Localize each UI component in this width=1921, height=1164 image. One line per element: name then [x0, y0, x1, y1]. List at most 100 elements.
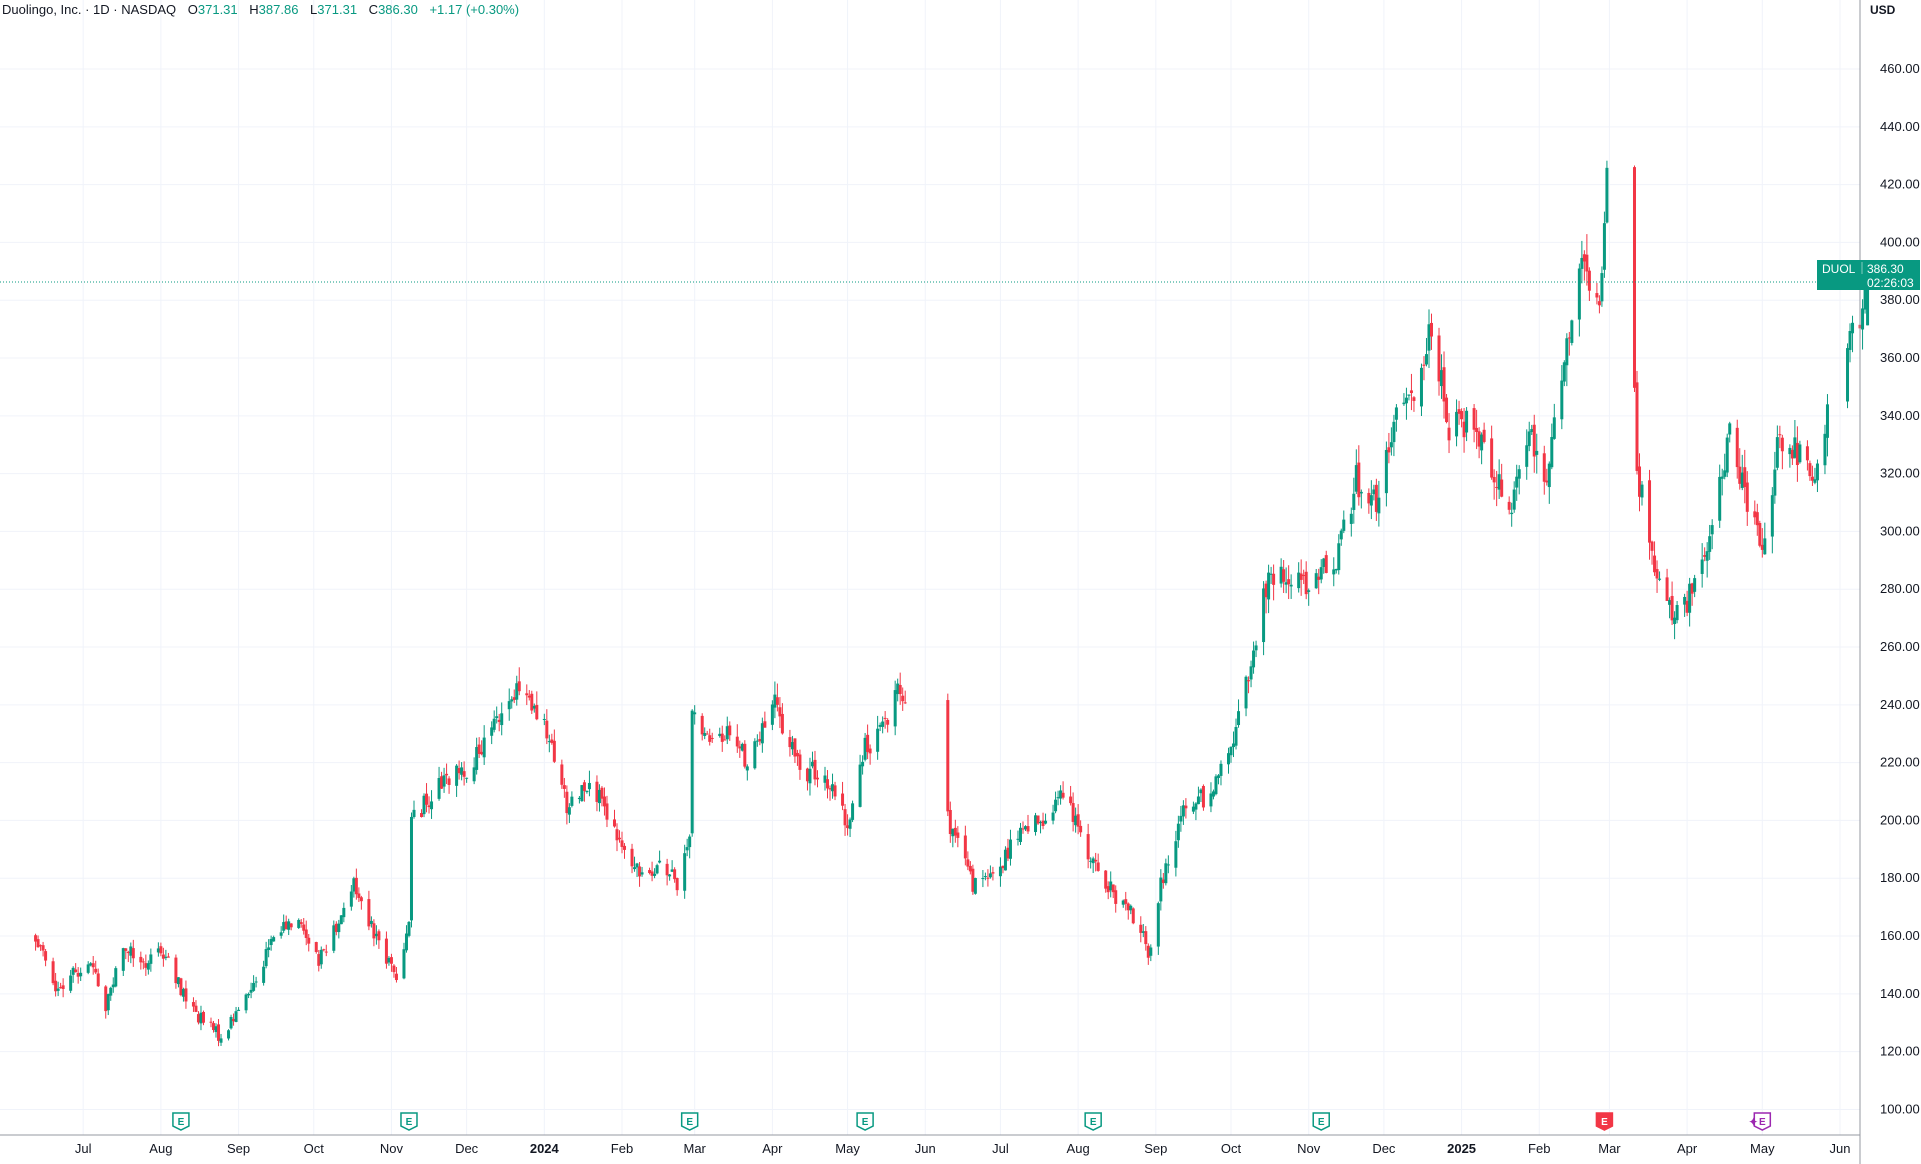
candle-up [1044, 820, 1048, 824]
candle-down [232, 1018, 236, 1022]
candle-down [34, 935, 38, 942]
candle-down [196, 1014, 200, 1023]
candle-up [1525, 445, 1529, 467]
candle-down [1437, 335, 1441, 382]
open-label: O [187, 2, 198, 17]
candle-up [1089, 860, 1093, 862]
candle-down [623, 845, 627, 850]
candle-down [377, 931, 381, 941]
earnings-marker-upcoming[interactable]: E✦ [1748, 1112, 1772, 1131]
price-tick-label: 420.00 [1880, 177, 1920, 192]
candle-down [1367, 492, 1371, 504]
candle-down [54, 980, 58, 992]
candle-down [41, 945, 45, 951]
candle-down [1482, 429, 1486, 442]
earnings-marker-beat[interactable]: E [680, 1112, 699, 1131]
candle-up [1861, 308, 1865, 330]
candle-down [1460, 411, 1464, 420]
time-tick-label: May [835, 1141, 860, 1156]
currency-label[interactable]: USD [1870, 3, 1896, 17]
candle-up [1159, 877, 1163, 902]
candle-down [866, 734, 870, 752]
earnings-badge [1084, 1112, 1102, 1131]
price-tick-label: 120.00 [1880, 1044, 1920, 1059]
candle-up [1419, 367, 1423, 407]
earnings-letter: E [1318, 1117, 1325, 1128]
candle-up [567, 807, 571, 815]
candle-down [425, 793, 429, 805]
candle-down [302, 924, 306, 931]
symbol-title[interactable]: Duolingo, Inc. · 1D · NASDAQ [2, 2, 177, 17]
candle-down [141, 961, 145, 963]
candle-up [1191, 806, 1195, 812]
candle-down [1638, 466, 1642, 497]
price-scale[interactable]: 100.00 120.00 140.00 160.00 180.00 200.00 220.… [1880, 61, 1920, 1116]
candle-up [683, 853, 687, 891]
candle-up [1440, 370, 1444, 387]
candle-up [1034, 815, 1038, 833]
candle-up [1237, 711, 1241, 726]
earnings-marker-beat[interactable]: E [172, 1112, 190, 1131]
candle-up [542, 718, 546, 720]
chart-legend: Duolingo, Inc. · 1D · NASDAQ O371.31 H38… [2, 2, 519, 17]
earnings-marker-beat[interactable]: E [1084, 1112, 1102, 1131]
candle-down [788, 737, 792, 748]
candle-up [1219, 763, 1223, 776]
candle-up [352, 878, 356, 892]
candle-up [156, 948, 160, 953]
candle-up [1339, 530, 1343, 540]
candle-down [1582, 254, 1586, 262]
time-scale[interactable]: Jul Aug Sep Oct Nov Dec 2024 Feb Mar Apr May Jun Jul… [75, 1141, 1851, 1156]
candle-up [1179, 815, 1183, 822]
candle-down [357, 893, 361, 898]
candle-up [1815, 463, 1819, 481]
candle-down [1778, 434, 1782, 436]
candle-up [1109, 881, 1113, 891]
candle-down [1111, 884, 1115, 893]
candle-down [775, 697, 779, 705]
time-tick-label: Jul [992, 1141, 1009, 1156]
candle-up [1334, 568, 1338, 571]
candles [34, 160, 1870, 1047]
candle-up [1535, 450, 1539, 455]
candle-down [535, 704, 539, 720]
candle-up [114, 968, 118, 987]
earnings-marker-miss[interactable]: E [1595, 1112, 1614, 1131]
candle-down [833, 785, 837, 797]
candle-up [227, 1030, 231, 1039]
candle-down [1409, 390, 1413, 394]
candle-up [1560, 380, 1564, 420]
candle-up [282, 922, 286, 931]
candle-up [1793, 437, 1797, 458]
candle-down [304, 929, 308, 938]
candle-down [1585, 254, 1589, 272]
candle-down [212, 1023, 216, 1031]
earnings-marker-beat[interactable]: E [400, 1112, 418, 1131]
candle-up [1763, 538, 1767, 555]
candle-down [209, 1021, 213, 1023]
candle-up [1279, 566, 1283, 584]
earnings-marker-beat[interactable]: E [1312, 1112, 1330, 1131]
candle-down [59, 987, 63, 989]
candle-down [527, 695, 531, 698]
candle-down [1041, 820, 1045, 827]
candle-up [1515, 476, 1519, 488]
candle-up [1424, 354, 1428, 365]
candle-up [570, 796, 574, 806]
candle-up [1359, 491, 1363, 494]
earnings-badge [680, 1112, 699, 1131]
earnings-marker-beat[interactable]: E [856, 1112, 874, 1131]
candle-up [810, 761, 814, 767]
candle-down [991, 872, 995, 874]
candle-up [1688, 583, 1692, 613]
candle-down [968, 865, 972, 872]
candle-down [1495, 486, 1499, 488]
candle-down [39, 945, 43, 947]
last-price-ticker: DUOL [1822, 262, 1856, 276]
candle-up [244, 994, 248, 1011]
candle-up [337, 923, 341, 933]
candle-up [1039, 822, 1043, 824]
candle-down [705, 733, 709, 735]
candle-down [530, 693, 534, 711]
